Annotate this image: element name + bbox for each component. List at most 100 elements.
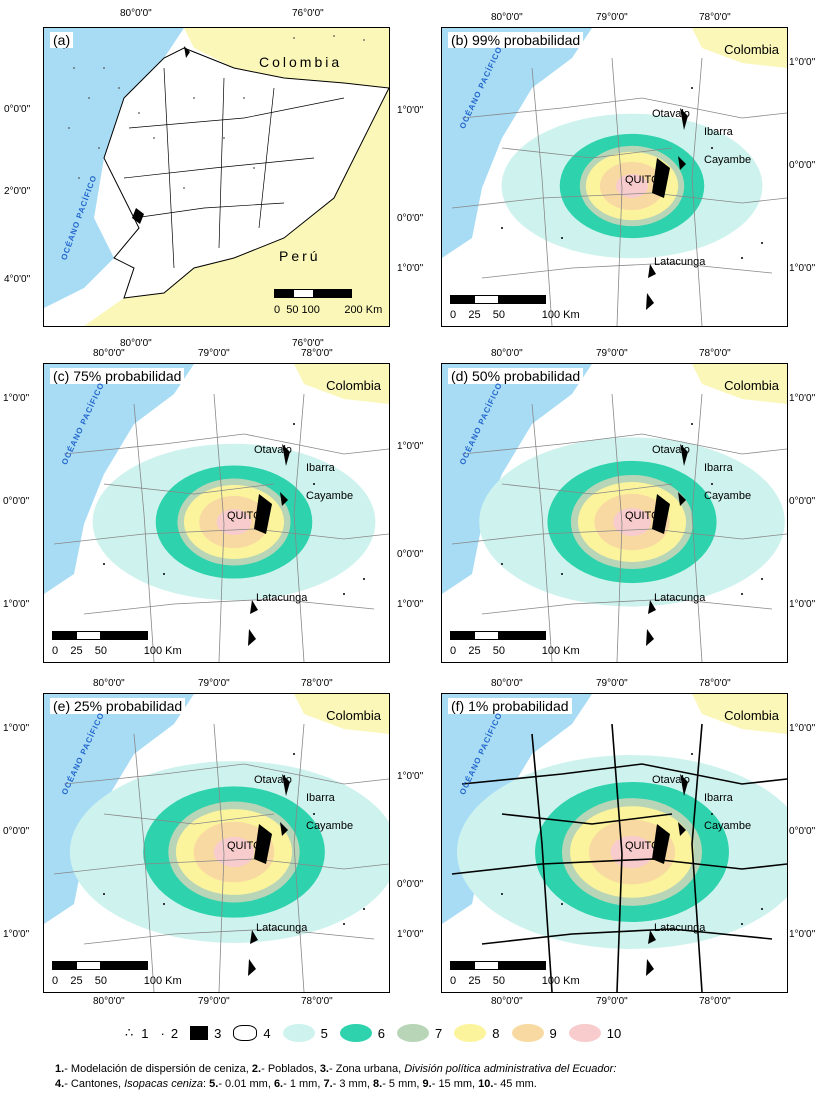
city-label: Cayambe: [704, 154, 752, 166]
panel-a: (a) Colombia Perú OCÉANO PACÍFICO 0 50 1…: [43, 27, 390, 327]
coord-label: 0°0'0": [789, 826, 816, 837]
caption: 1.- Modelación de dispersión de ceniza, …: [55, 1063, 617, 1090]
coord-label: 0°0'0": [789, 160, 816, 171]
scale-text: 0 25 50 100 Km: [450, 645, 580, 657]
city-label: Ibarra: [704, 462, 733, 474]
scale-bar: [52, 961, 148, 970]
coord-label: 1°0'0": [397, 599, 424, 610]
city-label: Otavalo: [652, 108, 690, 120]
city-label: Ibarra: [704, 126, 733, 138]
panel-label: (f) 1% probabilidad: [448, 698, 572, 714]
coord-label: 78°0'0": [699, 12, 731, 23]
coord-label: 1°0'0": [789, 263, 816, 274]
scale-bar: [450, 295, 546, 304]
scale-bar: [52, 631, 148, 640]
city-label: Otavalo: [254, 774, 292, 786]
map-f: [442, 694, 787, 992]
city-label: QUITO: [625, 840, 660, 852]
coord-label: 79°0'0": [198, 348, 230, 359]
city-label: Latacunga: [256, 592, 308, 604]
city-label: QUITO: [227, 510, 262, 522]
coord-label: 1°0'0": [3, 599, 30, 610]
coord-label: 80°0'0": [93, 996, 125, 1007]
coord-label: 1°0'0": [789, 723, 816, 734]
city-label: Latacunga: [654, 922, 706, 934]
lon-label: 80°0'0": [120, 8, 152, 19]
coord-label: 1°0'0": [789, 929, 816, 940]
coord-label: 1°0'0": [397, 771, 424, 782]
legend-item-9: 9: [511, 1024, 557, 1042]
coord-label: 1°0'0": [3, 723, 30, 734]
coord-label: 1°0'0": [397, 441, 424, 452]
city-label: Cayambe: [306, 490, 354, 502]
scale-text: 0 25 50 100 Km: [52, 645, 182, 657]
city-label: QUITO: [625, 174, 660, 186]
coord-label: 1°0'0": [397, 263, 424, 274]
panel-label: (c) 75% probabilidad: [50, 368, 185, 384]
panel-e: (e) 25% probabilidad Colombia OCÉANO PAC…: [43, 693, 390, 993]
coord-label: 78°0'0": [699, 678, 731, 689]
city-label: Cayambe: [704, 490, 752, 502]
coord-label: 80°0'0": [491, 678, 523, 689]
map-b: [442, 28, 787, 326]
panel-label: (d) 50% probabilidad: [448, 368, 584, 384]
coord-label: 79°0'0": [596, 348, 628, 359]
coord-label: 78°0'0": [699, 996, 731, 1007]
coord-label: 0°0'0": [3, 826, 30, 837]
map-ecuador: [44, 28, 389, 326]
coord-label: 1°0'0": [3, 393, 30, 404]
scale-bar: [274, 289, 352, 298]
city-label: Latacunga: [654, 256, 706, 268]
coord-label: 79°0'0": [596, 996, 628, 1007]
scale-bar: [450, 961, 546, 970]
city-label: QUITO: [227, 840, 262, 852]
city-label: Cayambe: [704, 820, 752, 832]
coord-label: 0°0'0": [397, 213, 424, 224]
legend-item-8: 8: [454, 1024, 500, 1042]
country-label: Colombia: [724, 378, 779, 393]
coord-label: 79°0'0": [198, 678, 230, 689]
city-label: QUITO: [625, 510, 660, 522]
panel-label: (b) 99% probabilidad: [448, 32, 584, 48]
panel-label: (e) 25% probabilidad: [50, 698, 186, 714]
lon-label: 80°0'0": [120, 338, 152, 349]
country-label: Colombia: [326, 708, 381, 723]
scale-text: 0 25 50 100 Km: [450, 309, 580, 321]
lon-label: 76°0'0": [292, 338, 324, 349]
legend-item-2: · 2: [160, 1025, 179, 1041]
country-label: Colombia: [724, 42, 779, 57]
coord-label: 80°0'0": [93, 348, 125, 359]
coord-label: 78°0'0": [301, 996, 333, 1007]
coord-label: 78°0'0": [301, 348, 333, 359]
city-label: Otavalo: [652, 444, 690, 456]
panel-b: (b) 99% probabilidad Colombia OCÉANO PAC…: [441, 27, 788, 327]
coord-label: 80°0'0": [491, 348, 523, 359]
coord-label: 79°0'0": [596, 678, 628, 689]
legend: ∴ 1 · 2 3 4 5 6 7 8 9 10: [125, 1024, 633, 1042]
coord-label: 80°0'0": [491, 12, 523, 23]
city-label: Ibarra: [306, 792, 335, 804]
country-label: Colombia: [326, 378, 381, 393]
legend-item-10: 10: [568, 1024, 621, 1042]
lat-label: 4°0'0": [4, 274, 31, 285]
coord-label: 1°0'0": [3, 929, 30, 940]
coord-label: 0°0'0": [397, 549, 424, 560]
legend-item-6: 6: [339, 1024, 385, 1042]
coord-label: 1°0'0": [789, 57, 816, 68]
legend-item-7: 7: [397, 1024, 442, 1042]
city-label: Cayambe: [306, 820, 354, 832]
lat-label: 0°0'0": [4, 104, 31, 115]
scale-bar: [450, 631, 546, 640]
coord-label: 1°0'0": [397, 105, 424, 116]
legend-item-4: 4: [233, 1025, 271, 1041]
coord-label: 78°0'0": [301, 678, 333, 689]
panel-label: (a): [50, 32, 74, 48]
country-label: Colombia: [724, 708, 779, 723]
city-label: Latacunga: [654, 592, 706, 604]
coord-label: 0°0'0": [3, 496, 30, 507]
legend-item-5: 5: [282, 1024, 328, 1042]
coord-label: 0°0'0": [397, 879, 424, 890]
scale-text: 0 25 50 100 Km: [450, 975, 580, 987]
country-label: Perú: [279, 248, 321, 264]
coord-label: 80°0'0": [491, 996, 523, 1007]
